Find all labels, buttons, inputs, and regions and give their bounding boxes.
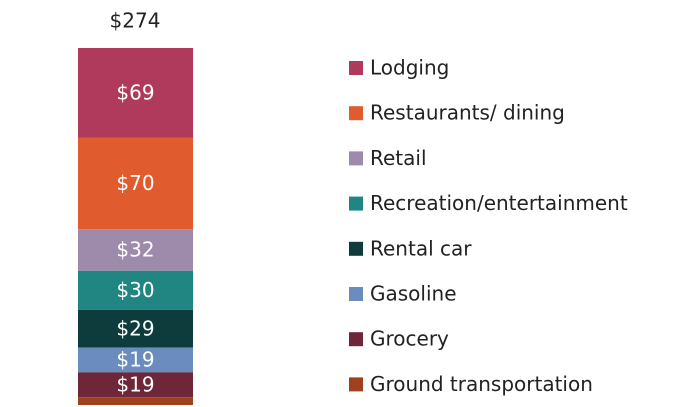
legend-label: Ground transportation: [370, 372, 593, 396]
legend-swatch: [349, 61, 363, 75]
data-label: $70: [116, 171, 154, 195]
bar-segment: [78, 347, 193, 373]
legend-label: Lodging: [370, 56, 449, 80]
data-label: $29: [116, 316, 154, 340]
legend-label: Restaurants/ dining: [370, 101, 565, 125]
bar-segment: [78, 270, 193, 310]
total-label: $274: [110, 9, 161, 33]
data-label: $19: [116, 348, 154, 372]
legend-swatch: [349, 377, 363, 392]
data-label: $19: [116, 372, 154, 396]
legend-swatch: [349, 332, 363, 347]
bar-segment: [78, 48, 193, 138]
legend-swatch: [349, 151, 363, 166]
data-label: $32: [116, 237, 154, 261]
data-label: $30: [116, 278, 154, 302]
legend-label: Gasoline: [370, 282, 457, 306]
bar-segment: [78, 229, 193, 271]
legend-label: Rental car: [370, 236, 472, 260]
bar-segment: [78, 309, 193, 348]
legend-label: Retail: [370, 146, 427, 170]
legend-swatch: [349, 196, 363, 211]
legend-swatch: [349, 287, 363, 301]
legend-label: Recreation/entertainment: [370, 191, 628, 215]
bar-segment: [78, 137, 193, 230]
bar-segment: [78, 397, 193, 405]
legend-label: Grocery: [370, 327, 449, 351]
bar-segment: [78, 372, 193, 398]
legend-swatch: [349, 106, 363, 121]
data-label: $69: [116, 80, 154, 104]
legend-swatch: [349, 241, 363, 256]
